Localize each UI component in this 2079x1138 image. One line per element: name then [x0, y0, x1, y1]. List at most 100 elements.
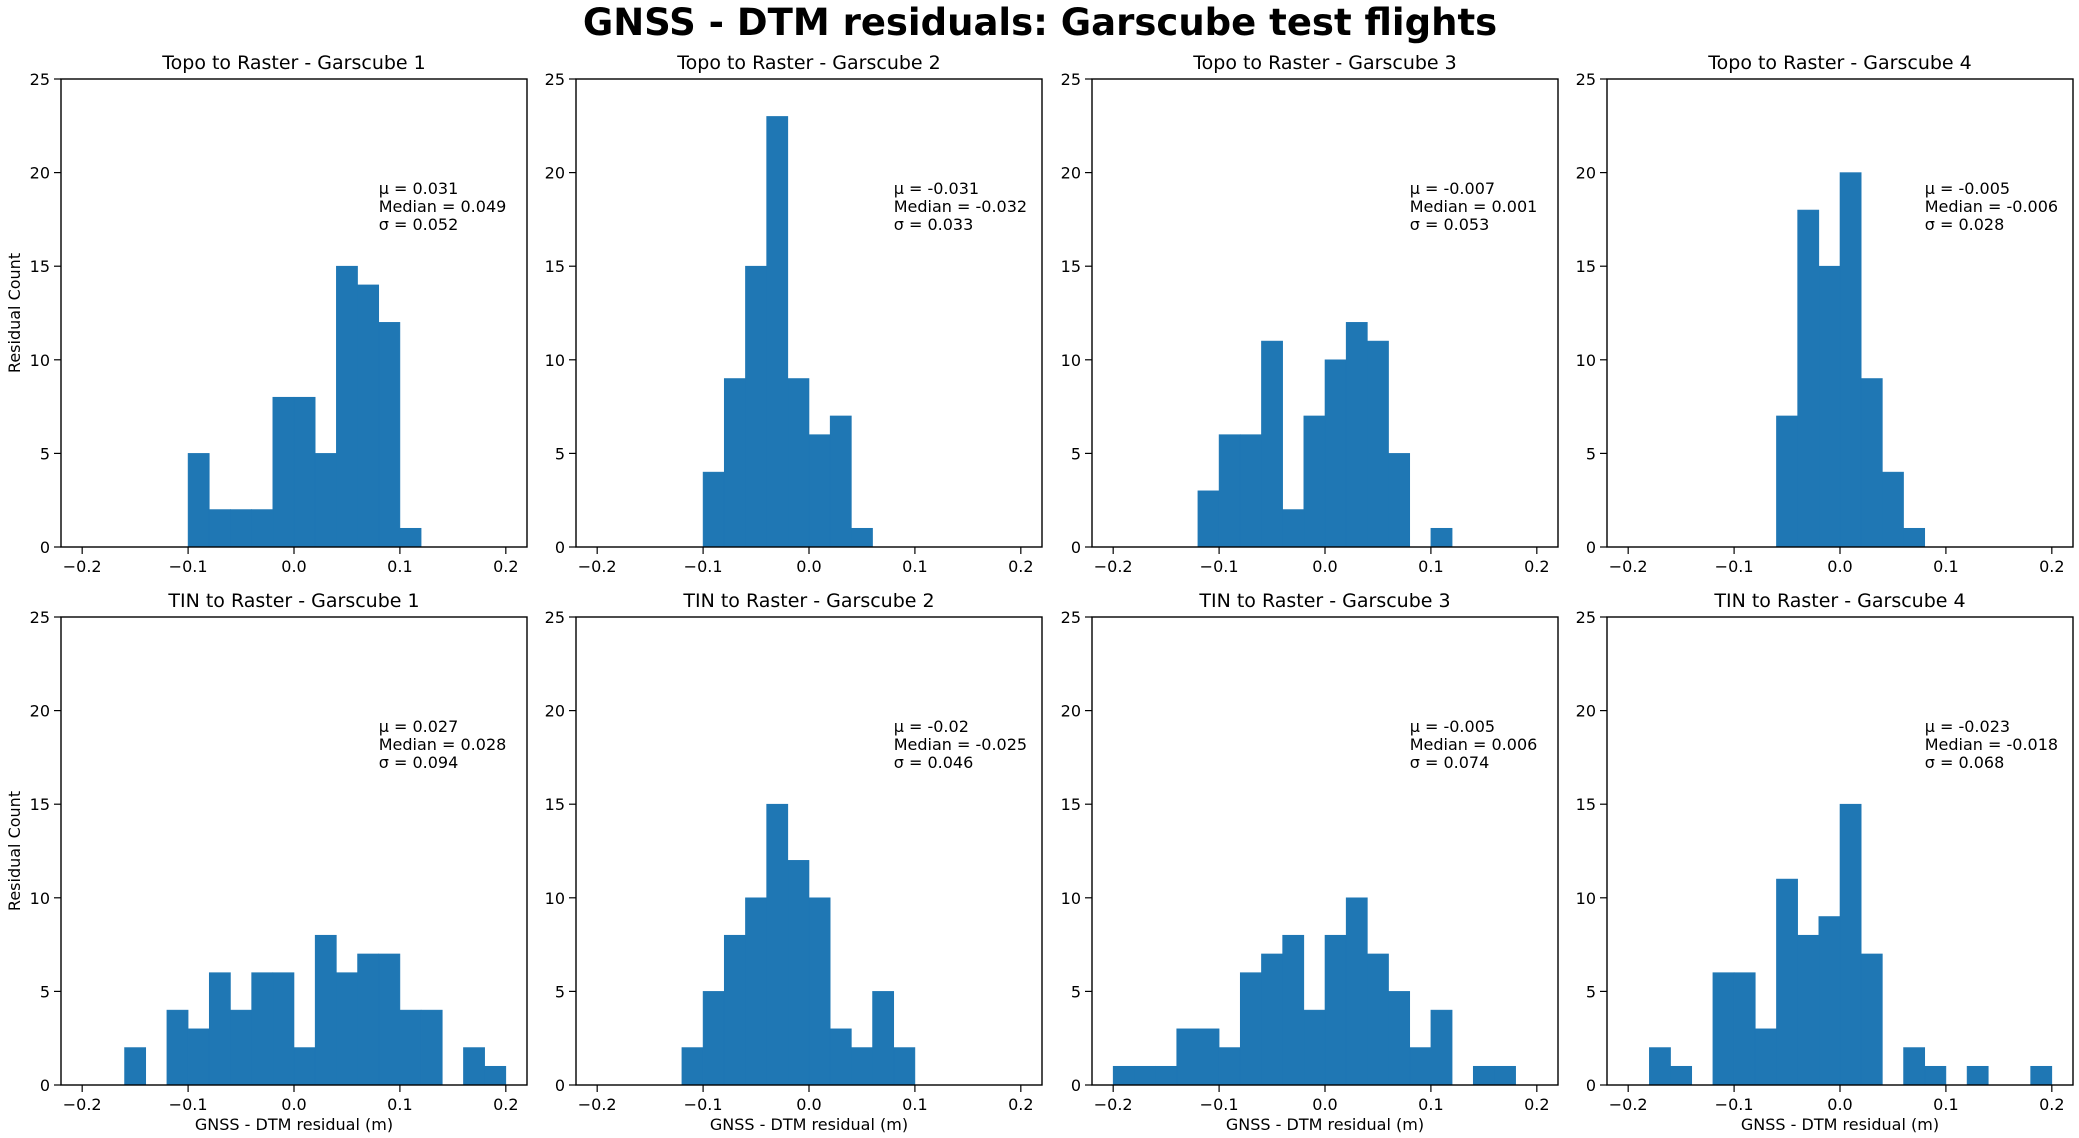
histogram-bar [745, 265, 767, 548]
x-tick-label: 0.2 [1008, 1095, 1033, 1114]
y-tick-label: 10 [1576, 351, 1596, 370]
y-tick-label: 5 [40, 444, 50, 463]
y-tick-label: 25 [1061, 70, 1081, 89]
histogram-bar [723, 934, 746, 1086]
panel-title: TIN to Raster - Garscube 3 [1198, 590, 1450, 612]
stats-annotation: μ = 0.031 [379, 179, 459, 198]
y-tick-label: 15 [1061, 257, 1081, 276]
histogram-panel: 0 5 10 15 20 25 −0.2 −0.1 0.0 0.1 0.2 TIN to Raster… [1061, 590, 1559, 1134]
panel-title: TIN to Raster - Garscube 1 [167, 590, 419, 612]
histogram-bar [314, 453, 337, 548]
histogram-bar [230, 1009, 252, 1086]
histogram-bar [1239, 972, 1262, 1086]
histogram-bar [872, 991, 895, 1086]
stats-annotation: μ = -0.031 [894, 179, 979, 198]
x-axis-label: GNSS - DTM residual (m) [1226, 1115, 1424, 1134]
stats-annotation: μ = -0.007 [1410, 179, 1495, 198]
y-tick-label: 5 [1586, 444, 1596, 463]
figure-title: GNSS - DTM residuals: Garscube test flig… [583, 1, 1497, 44]
histogram-bar [787, 860, 810, 1086]
histogram-bar [208, 972, 231, 1086]
histogram-bar [463, 1047, 485, 1086]
histogram-bar [336, 972, 358, 1086]
y-tick-label: 25 [545, 70, 565, 89]
x-tick-label: 0.1 [902, 1095, 927, 1114]
x-tick-label: 0.0 [281, 1095, 306, 1114]
stats-annotation: σ = 0.074 [1410, 753, 1490, 772]
histogram-bar [1712, 972, 1735, 1086]
y-tick-label: 10 [1576, 889, 1596, 908]
histogram-bar [1924, 1065, 1947, 1086]
x-tick-label: 0.0 [1312, 557, 1337, 576]
histogram-bar [399, 1009, 422, 1086]
y-tick-label: 0 [40, 1076, 50, 1095]
x-tick-label: 0.2 [1524, 557, 1549, 576]
histogram-bar [293, 396, 316, 548]
y-tick-label: 20 [1576, 164, 1596, 183]
histogram-bar [187, 453, 210, 548]
y-tick-label: 0 [555, 538, 565, 557]
histogram-bar [1860, 378, 1883, 548]
stats-annotation: μ = -0.005 [1925, 179, 2010, 198]
x-tick-label: 0.1 [1933, 557, 1958, 576]
histogram-bar [1261, 340, 1283, 548]
y-tick-label: 5 [555, 982, 565, 1001]
stats-annotation: Median = 0.001 [1410, 197, 1538, 216]
histogram-panel: 0 5 10 15 20 25 −0.2 −0.1 0.0 0.1 0.2 TIN to Raster… [1576, 590, 2074, 1134]
y-tick-label: 5 [1071, 982, 1081, 1001]
y-tick-label: 10 [30, 889, 50, 908]
x-tick-label: −0.2 [1094, 557, 1133, 576]
histogram-bar [808, 897, 831, 1086]
y-tick-label: 20 [545, 702, 565, 721]
histogram-bar [314, 934, 337, 1086]
histogram-bar [1818, 916, 1841, 1086]
y-tick-label: 15 [1576, 257, 1596, 276]
histogram-bar [1345, 897, 1368, 1086]
histogram-bar [766, 116, 789, 548]
x-tick-label: 0.1 [902, 557, 927, 576]
stats-annotation: σ = 0.033 [894, 215, 974, 234]
y-tick-label: 15 [30, 257, 50, 276]
y-tick-label: 10 [1061, 351, 1081, 370]
stats-annotation: σ = 0.046 [894, 753, 974, 772]
y-tick-label: 25 [1576, 70, 1596, 89]
y-tick-label: 25 [30, 608, 50, 627]
stats-annotation: μ = 0.027 [379, 717, 459, 736]
y-tick-label: 5 [1586, 982, 1596, 1001]
histogram-bar [1797, 209, 1820, 548]
histogram-bar [1388, 991, 1411, 1086]
bars [187, 265, 422, 548]
x-tick-label: 0.1 [387, 557, 412, 576]
panel-title: TIN to Raster - Garscube 2 [682, 590, 934, 612]
x-tick-label: −0.1 [1200, 557, 1239, 576]
histogram-bar [272, 396, 295, 548]
bars [1776, 172, 1926, 548]
histogram-bar [723, 378, 746, 548]
bars [1197, 322, 1453, 548]
stats-annotation: Median = 0.028 [379, 735, 507, 754]
histogram-bar [230, 509, 252, 548]
stats-annotation: Median = -0.032 [894, 197, 1027, 216]
histogram-bar [681, 1047, 704, 1086]
x-tick-label: 0.2 [493, 1095, 518, 1114]
stats-annotation: σ = 0.052 [379, 215, 459, 234]
histogram-bar [420, 1009, 443, 1086]
histogram-bar [1218, 434, 1241, 548]
x-tick-label: 0.1 [1418, 557, 1443, 576]
x-tick-label: 0.1 [1933, 1095, 1958, 1114]
panel-title: Topo to Raster - Garscube 1 [161, 52, 426, 74]
stats-annotation: σ = 0.068 [1925, 753, 2005, 772]
stats-annotation: Median = -0.025 [894, 735, 1027, 754]
y-axis-label: Residual Count [5, 253, 24, 373]
histogram-bar [1966, 1065, 1989, 1086]
histogram-bar [851, 1047, 873, 1086]
histogram-bar [1776, 878, 1798, 1086]
histogram-bar [187, 1028, 210, 1086]
x-tick-label: −0.2 [63, 557, 102, 576]
histogram-bar [1176, 1028, 1199, 1086]
y-tick-label: 0 [40, 538, 50, 557]
histogram-panel: 0 5 10 15 20 25 −0.2 −0.1 0.0 0.1 0.2 TIN to Raster… [5, 590, 528, 1134]
histogram-bar [2030, 1065, 2053, 1086]
x-axis-label: GNSS - DTM residual (m) [710, 1115, 908, 1134]
